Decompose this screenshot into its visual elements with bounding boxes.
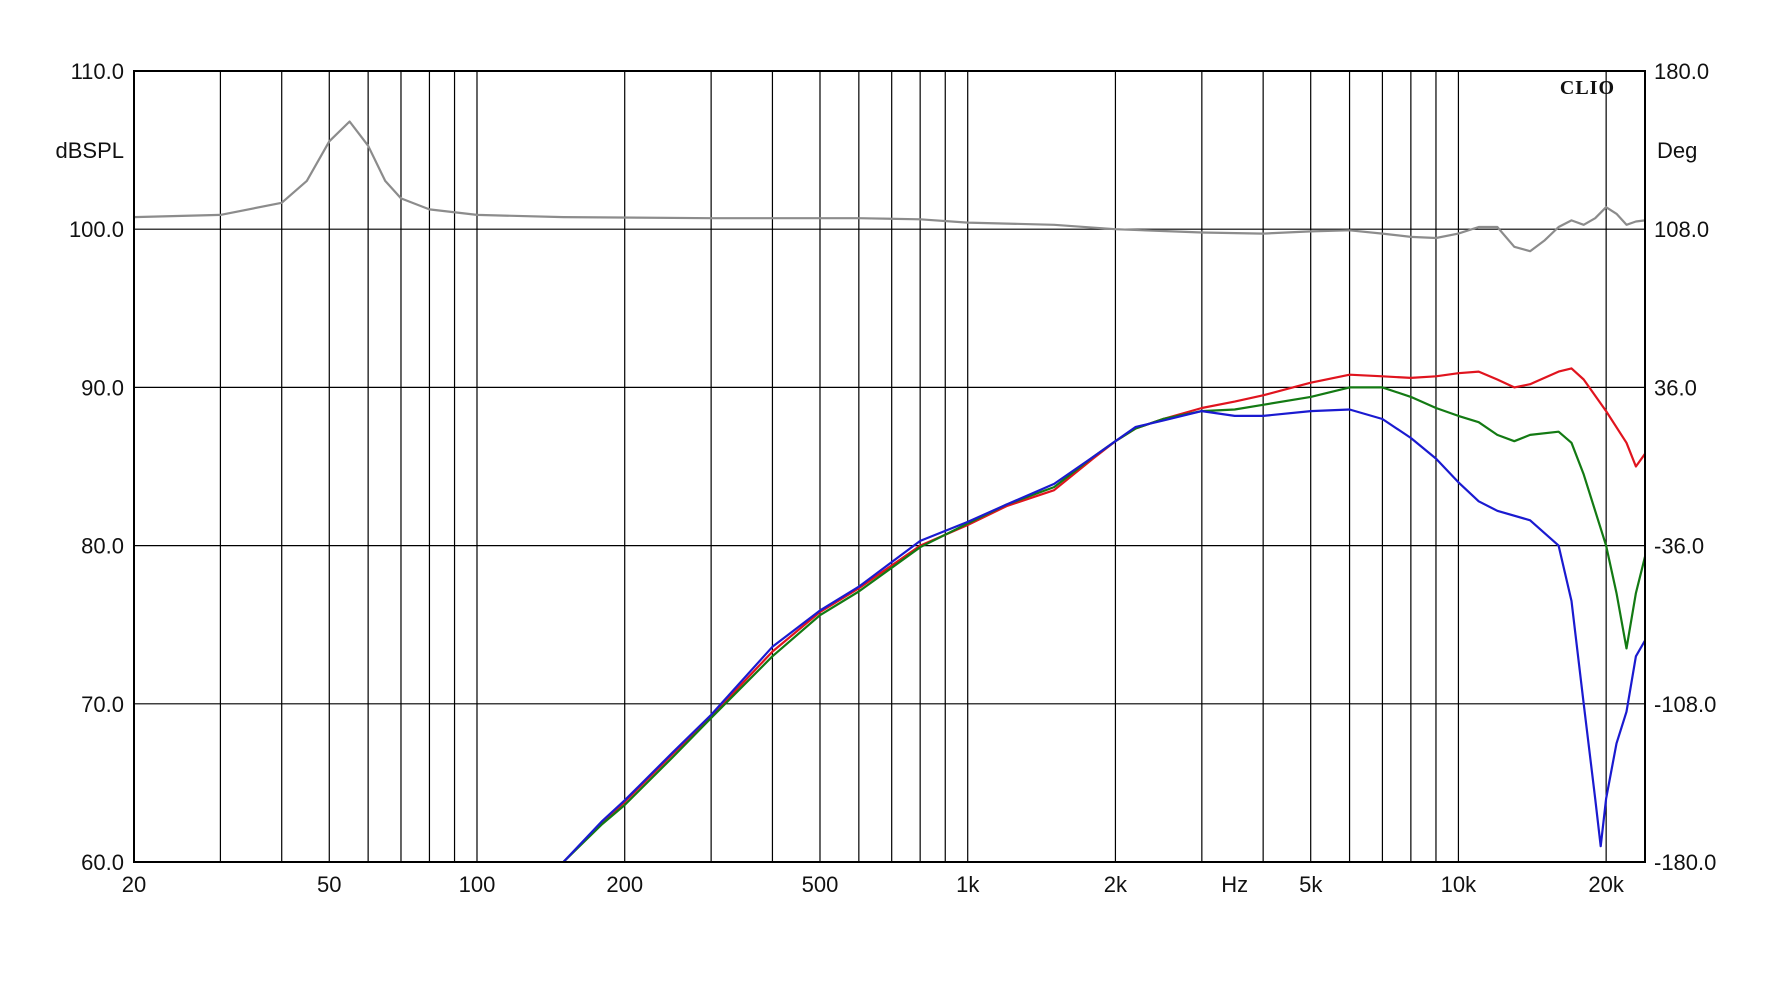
y-tick-label-right: 108.0 [1654,217,1709,242]
plot-frame [133,70,1646,863]
x-tick-label: 50 [317,872,341,897]
x-tick-label: 10k [1441,872,1477,897]
x-tick-label: 500 [802,872,839,897]
y-tick-label-right: -36.0 [1654,534,1704,559]
x-tick-label: 100 [459,872,496,897]
y-tick-label-left: 90.0 [81,375,124,400]
x-tick-label: 1k [956,872,980,897]
spl-line-3 [562,408,1646,863]
x-tick-label: 20k [1588,872,1624,897]
y-tick-label-right: 180.0 [1654,59,1709,84]
clio-brand-label: CLIO [1560,77,1615,99]
x-tick-label: 20 [122,872,146,897]
y-tick-label-left: 80.0 [81,534,124,559]
y-tick-label-right: -180.0 [1654,850,1716,875]
x-tick-label: 200 [606,872,643,897]
y-tick-label-right: 36.0 [1654,375,1697,400]
x-axis-label: Hz [1221,872,1248,897]
y-axis-label-right: Deg [1657,138,1697,163]
spl-line-2 [562,386,1647,863]
y-tick-label-left: 70.0 [81,692,124,717]
y-tick-label-left: 110.0 [71,59,124,84]
label-layer: 60.0 70.0 80.0 90.0 100.0 110.0 -180.0 -108.0 -3… [69,59,1716,897]
spl-line-1 [562,367,1646,863]
x-tick-label: 2k [1104,872,1128,897]
phase-line [133,120,1646,253]
y-tick-label-left: 100.0 [69,217,124,242]
series-layer [133,120,1647,863]
y-tick-label-right: -108.0 [1654,692,1716,717]
y-axis-label-left: dBSPL [56,138,125,163]
x-tick-label: 5k [1299,872,1323,897]
y-tick-label-left: 60.0 [81,850,124,875]
